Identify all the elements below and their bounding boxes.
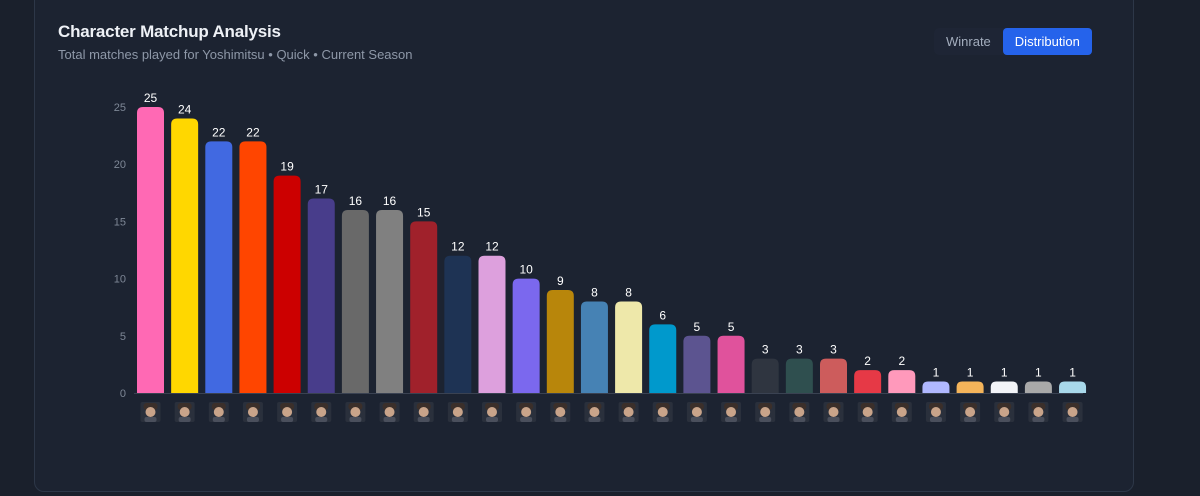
bar[interactable] <box>888 370 916 393</box>
character-portrait-icon[interactable] <box>208 402 229 422</box>
bar-value-label: 22 <box>212 125 226 139</box>
bar-value-label: 1 <box>933 366 940 380</box>
bar-value-label: 1 <box>967 366 974 380</box>
character-portrait-icon[interactable] <box>550 402 571 422</box>
bar[interactable] <box>205 141 233 393</box>
character-portrait-icon[interactable] <box>482 402 502 422</box>
bar-value-label: 1 <box>1001 366 1008 380</box>
bar-value-label: 8 <box>591 285 598 299</box>
bar-value-label: 8 <box>625 285 632 299</box>
bar[interactable] <box>273 175 301 393</box>
character-portrait-icon[interactable] <box>721 402 742 422</box>
character-portrait-icon[interactable] <box>1062 402 1083 422</box>
bar[interactable] <box>171 118 199 393</box>
bar-value-label: 24 <box>178 102 192 116</box>
bar[interactable] <box>444 255 472 393</box>
character-portrait-icon[interactable] <box>960 402 981 422</box>
y-tick-label: 5 <box>120 331 126 343</box>
bar[interactable] <box>1024 381 1052 393</box>
bar[interactable] <box>137 107 164 393</box>
distribution-tab[interactable]: Distribution <box>1002 28 1092 55</box>
bar-value-label: 3 <box>830 343 837 357</box>
bar-value-label: 10 <box>519 263 533 277</box>
bar-value-label: 12 <box>451 240 465 254</box>
bar-value-label: 25 <box>144 91 158 105</box>
bar-value-label: 3 <box>762 343 769 357</box>
bar[interactable] <box>1059 381 1087 393</box>
character-portrait-icon[interactable] <box>242 402 263 422</box>
bar-value-label: 17 <box>315 183 329 197</box>
character-portrait-icon[interactable] <box>1028 402 1049 422</box>
bar[interactable] <box>341 209 369 393</box>
bar[interactable] <box>512 278 540 393</box>
character-portrait-icon[interactable] <box>686 402 707 422</box>
view-toggle: Winrate Distribution <box>934 28 1092 55</box>
character-portrait-icon[interactable] <box>823 402 844 422</box>
bar[interactable] <box>410 221 438 393</box>
bar-value-label: 1 <box>1069 366 1076 380</box>
character-portrait-icon[interactable] <box>277 402 298 422</box>
bar-value-label: 22 <box>246 125 260 139</box>
character-portrait-icon[interactable] <box>891 402 912 422</box>
bar-value-label: 2 <box>898 354 905 368</box>
bar[interactable] <box>785 358 813 393</box>
character-portrait-icon[interactable] <box>413 402 434 422</box>
y-tick-label: 0 <box>120 388 126 400</box>
bar[interactable] <box>478 255 506 393</box>
character-portrait-icon[interactable] <box>755 402 776 422</box>
bar[interactable] <box>546 290 574 393</box>
bar[interactable] <box>615 301 643 393</box>
character-portrait-icon[interactable] <box>140 402 161 422</box>
winrate-tab[interactable]: Winrate <box>934 28 1003 55</box>
bar[interactable] <box>820 358 847 393</box>
bar-value-label: 1 <box>1035 366 1042 380</box>
bar[interactable] <box>751 358 779 393</box>
bar[interactable] <box>717 335 745 393</box>
bar-value-label: 3 <box>796 343 803 357</box>
character-portrait-icon[interactable] <box>345 402 366 422</box>
character-portrait-icon[interactable] <box>584 402 605 422</box>
bar-value-label: 15 <box>417 205 431 219</box>
character-portrait-icon[interactable] <box>789 402 810 422</box>
bar-value-label: 16 <box>349 194 363 208</box>
bar[interactable] <box>307 198 335 393</box>
character-portrait-icon[interactable] <box>994 402 1015 422</box>
bar-value-label: 5 <box>728 320 735 334</box>
bar-value-label: 5 <box>694 320 701 334</box>
bar-value-label: 19 <box>280 160 294 174</box>
y-tick-label: 20 <box>114 159 126 171</box>
character-portrait-icon[interactable] <box>174 402 195 422</box>
bar[interactable] <box>649 324 677 393</box>
bar[interactable] <box>376 209 404 393</box>
bar[interactable] <box>239 141 267 393</box>
bar[interactable] <box>683 335 711 393</box>
bar-value-label: 6 <box>659 308 666 322</box>
bar[interactable] <box>922 381 950 393</box>
character-portrait-icon[interactable] <box>925 402 946 422</box>
page-title: Character Matchup Analysis <box>58 22 281 41</box>
y-tick-label: 15 <box>114 216 126 228</box>
y-tick-label: 25 <box>114 102 126 114</box>
bar-value-label: 16 <box>383 194 397 208</box>
bar-value-label: 9 <box>557 274 564 288</box>
character-portrait-icon[interactable] <box>618 402 639 422</box>
bar[interactable] <box>854 370 882 393</box>
character-portrait-icon[interactable] <box>516 402 537 422</box>
character-portrait-icon[interactable] <box>652 402 673 422</box>
character-portrait-icon[interactable] <box>311 402 332 422</box>
bar-value-label: 2 <box>864 354 871 368</box>
character-portrait-icon[interactable] <box>857 402 878 422</box>
bar[interactable] <box>580 301 608 393</box>
page-subtitle: Total matches played for Yoshimitsu • Qu… <box>58 47 413 62</box>
y-tick-label: 10 <box>114 274 126 286</box>
character-portrait-icon[interactable] <box>447 402 468 422</box>
bar[interactable] <box>990 381 1018 393</box>
character-portrait-icon[interactable] <box>379 402 400 422</box>
bar[interactable] <box>956 381 984 393</box>
bar-value-label: 12 <box>485 240 499 254</box>
